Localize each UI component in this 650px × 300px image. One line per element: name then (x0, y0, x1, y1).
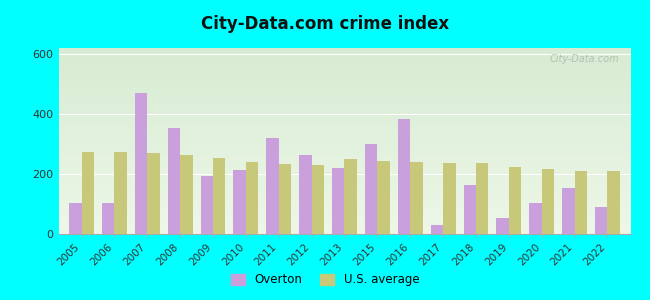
Bar (476, 163, 489, 234)
Bar (279, 164, 291, 234)
Bar (365, 144, 378, 234)
Bar (562, 188, 575, 234)
Bar (410, 162, 422, 234)
Bar (378, 161, 390, 234)
Bar (180, 154, 192, 234)
Bar (135, 93, 148, 234)
Bar (344, 159, 357, 234)
Bar (148, 153, 160, 234)
Text: City-Data.com crime index: City-Data.com crime index (201, 15, 449, 33)
Bar (529, 202, 541, 234)
Bar (266, 138, 279, 234)
Bar (233, 169, 246, 234)
Bar (541, 169, 554, 234)
Bar (431, 225, 443, 234)
Bar (595, 207, 608, 234)
Text: City-Data.com: City-Data.com (549, 54, 619, 64)
Bar (102, 202, 114, 234)
Bar (575, 171, 587, 234)
Bar (69, 202, 81, 234)
Bar (311, 165, 324, 234)
Bar (398, 118, 410, 234)
Bar (509, 167, 521, 234)
Bar (114, 152, 127, 234)
Legend: Overton, U.S. average: Overton, U.S. average (226, 269, 424, 291)
Bar (200, 176, 213, 234)
Bar (299, 154, 311, 234)
Bar (213, 158, 226, 234)
Bar (608, 171, 620, 234)
Bar (168, 128, 180, 234)
Bar (497, 218, 509, 234)
Bar (81, 152, 94, 234)
Bar (463, 184, 476, 234)
Bar (246, 162, 258, 234)
Bar (332, 168, 345, 234)
Bar (443, 163, 456, 234)
